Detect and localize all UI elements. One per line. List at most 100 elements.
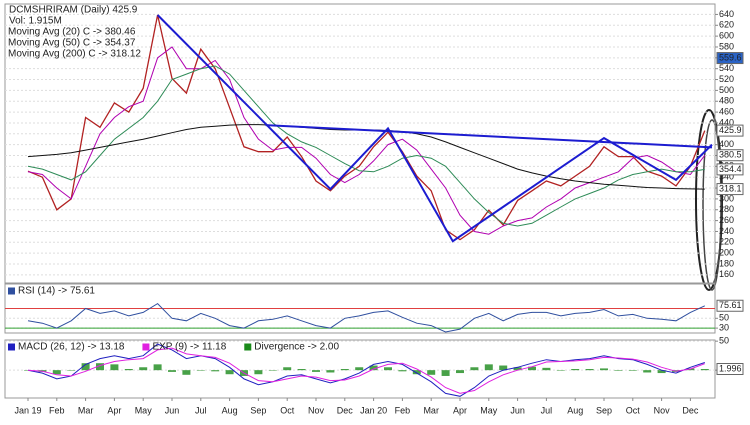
y-tick-label: 220 [719,237,734,247]
divergence-bar [528,366,536,371]
x-tick-label: Jan 20 [360,405,387,415]
y-tick-label: 260 [719,215,734,225]
y-tick-label: 400 [719,139,734,149]
divergence-bar [182,370,191,375]
divergence-bar [81,363,90,371]
x-tick-label: Nov [308,405,325,415]
price-tag [716,363,744,376]
y-tick-label: 460 [719,106,734,116]
x-tick-label: Feb [49,405,65,415]
divergence-bar [600,368,608,371]
divergence-bar [412,370,421,375]
divergence-bar [196,370,205,371]
divergence-bar [326,370,335,373]
price-tag [716,299,744,312]
divergence-bar [67,370,76,371]
divergence-bar [124,369,133,371]
divergence-bar [96,363,104,371]
legend-entry: Moving Avg (200) C -> 318.12 [8,49,141,60]
divergence-bar [556,370,565,371]
divergence-bar [398,370,407,372]
panel-frame [4,339,716,399]
y-tick-label: 240 [719,226,734,236]
y-tick-label: 440 [719,117,734,127]
chart-subtitle: Vol: 1.915M [9,16,62,27]
divergence-bar [427,370,436,375]
y-tick-label: 30 [719,322,729,332]
divergence-bar [614,370,623,371]
y-tick-label: 640 [719,9,734,19]
divergence-bar [139,367,148,371]
y-tick-label: 300 [719,193,734,203]
x-tick-label: Dec [682,405,699,415]
price-tag-label: 425.9 [719,125,742,135]
legend-entry: Divergence -> 2.00 [254,342,339,353]
divergence-bar [268,370,277,371]
divergence-bar [254,370,263,375]
y-tick-label: 50 [719,313,729,323]
divergence-bar [585,369,594,371]
x-tick-label: May [480,405,498,415]
divergence-bar [52,370,61,375]
trendline [156,14,713,243]
highlight-oval [702,119,722,291]
x-tick-label: May [135,405,153,415]
divergence-bar [384,367,392,371]
x-tick-label: Apr [453,405,467,415]
x-tick-label: Sep [250,405,266,415]
trendline [265,124,713,149]
highlight-oval [695,109,723,291]
divergence-bar [484,364,493,371]
price-tag [716,183,744,196]
price-tag-label: 559.6 [719,52,742,62]
divergence-bar [168,370,176,372]
y-tick-label: 50 [719,336,729,346]
x-tick-label: Aug [567,405,583,415]
y-tick-label: 200 [719,248,734,258]
x-tick-label: Aug [222,405,238,415]
divergence-bar [355,367,364,371]
x-tick-label: Oct [626,405,641,415]
divergence-bar [513,367,522,371]
price-tag-label: 318.1 [719,183,742,193]
divergence-bar [340,369,349,371]
price-tag-label: 75.61 [719,300,742,310]
y-tick-label: 540 [719,63,734,73]
x-tick-label: Feb [395,405,411,415]
x-tick-label: Jul [541,405,553,415]
divergence-bar [283,367,292,371]
x-tick-label: Sep [596,405,612,415]
price-tag [716,124,744,137]
divergence-bar [643,370,652,373]
price-tag [716,163,744,176]
divergence-bar [700,369,709,371]
x-tick-label: Dec [337,405,354,415]
divergence-bar [499,365,508,371]
x-tick-label: Jul [195,405,207,415]
divergence-bar [369,365,378,371]
divergence-bar [470,367,479,371]
x-tick-label: Jan 19 [14,405,41,415]
divergence-bar [657,370,666,374]
series-line [27,46,706,235]
y-tick-label: 520 [719,74,734,84]
series-line [27,65,705,227]
divergence-bar [456,370,464,374]
legend-swatch [244,343,252,351]
legend-swatch [142,343,150,351]
divergence-bar [297,369,306,371]
legend-entry: EXP (9) -> 11.18 [152,342,226,353]
series-line [27,302,706,333]
divergence-bar [542,367,551,371]
series-line [27,14,706,241]
divergence-bar [312,370,320,372]
legend-entry: Moving Avg (50) C -> 354.37 [8,38,136,49]
divergence-bar [225,370,234,375]
y-tick-label: 480 [719,96,734,106]
x-tick-label: Jun [165,405,180,415]
y-tick-label: 500 [719,85,734,95]
legend-entry: MACD (26, 12) -> 13.18 [18,342,125,353]
divergence-bar [211,370,220,372]
price-tag-label: 380.5 [719,150,742,160]
